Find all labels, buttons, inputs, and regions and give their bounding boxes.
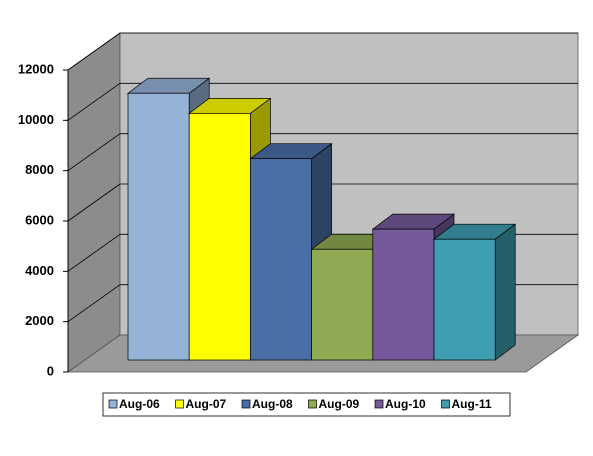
legend — [102, 392, 511, 417]
bar — [250, 158, 312, 361]
y-tick-label: 12000 — [18, 61, 54, 76]
y-tick-label: 6000 — [25, 212, 54, 227]
bar — [372, 228, 435, 361]
grid-line — [67, 32, 121, 71]
bar — [188, 113, 251, 361]
grid-line — [67, 234, 121, 272]
legend-label: Aug-11 — [452, 397, 492, 411]
legend-swatch — [175, 399, 184, 409]
grid-line — [67, 183, 121, 222]
legend-label: Aug-06 — [119, 397, 160, 411]
legend-label: Aug-10 — [385, 397, 426, 411]
legend-swatch — [441, 399, 450, 409]
legend-swatch — [374, 399, 384, 409]
bar — [311, 248, 374, 361]
grid-line — [67, 83, 121, 121]
y-tick-label: 2000 — [25, 313, 54, 328]
legend-label: Aug-07 — [186, 397, 227, 411]
legend-swatch — [108, 399, 118, 409]
y-tick-label: 8000 — [25, 162, 54, 177]
y-tick-label: 4000 — [25, 263, 54, 278]
bar — [127, 92, 190, 361]
grid-line — [67, 133, 121, 171]
legend-label: Aug-09 — [319, 397, 360, 411]
y-tick-label: 0 — [47, 363, 54, 378]
bar-side — [494, 223, 516, 361]
legend-swatch — [308, 399, 317, 409]
legend-label: Aug-08 — [252, 397, 293, 411]
grid-line — [67, 284, 121, 322]
legend-swatch — [241, 399, 251, 409]
y-tick-label: 10000 — [18, 112, 54, 127]
bar — [433, 238, 496, 361]
